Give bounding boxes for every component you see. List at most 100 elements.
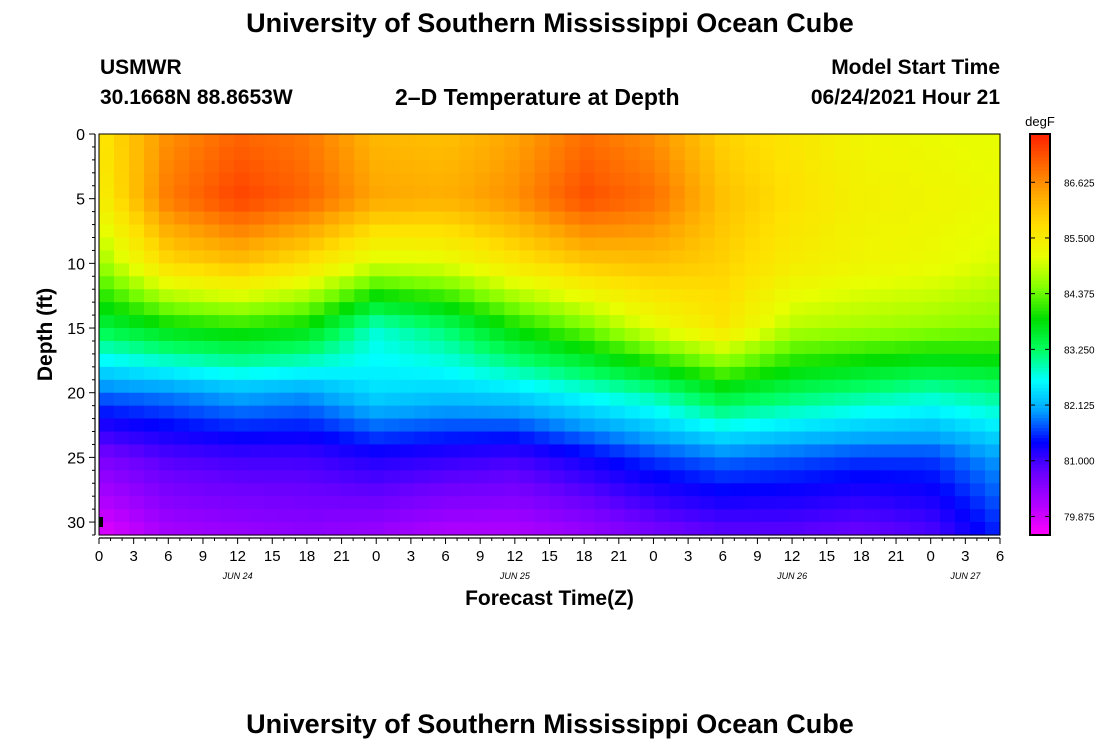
heatmap-cell [249,211,265,226]
heatmap-cell [759,405,776,420]
heatmap-cell [414,146,430,161]
heatmap-cell [894,444,911,458]
heatmap-cell [459,250,476,264]
heatmap-cell [294,522,310,536]
heatmap-cell [489,302,506,316]
heatmap-cell [714,276,731,290]
heatmap-cell [639,185,656,200]
heatmap-cell [474,172,491,187]
heatmap-cell [609,289,626,303]
heatmap-cell [819,211,836,226]
heatmap-cell [219,444,235,458]
heatmap-cell [969,353,986,368]
heatmap-cell [624,405,641,420]
heatmap-cell [849,366,866,381]
heatmap-cell [954,250,971,264]
heatmap-cell [834,509,851,523]
heatmap-cell [774,146,791,161]
heatmap-cell [984,431,1001,446]
heatmap-cell [699,185,716,200]
heatmap-cell [909,405,926,420]
heatmap-cell [729,146,746,161]
heatmap-cell [699,159,716,174]
heatmap-cell [669,146,686,161]
heatmap-cell [834,159,851,174]
heatmap-cell [309,315,325,329]
heatmap-cell [714,444,731,458]
heatmap-cell [204,159,220,174]
heatmap-cell [939,366,956,381]
heatmap-cell [609,302,626,316]
heatmap-cell [294,444,310,458]
heatmap-cell [564,328,581,342]
heatmap-cell [564,250,581,264]
heatmap-cell [414,405,430,420]
heatmap-cell [129,366,145,381]
heatmap-cell [129,353,145,368]
colorbar-segment [1030,508,1050,513]
heatmap-cell [669,159,686,174]
heatmap-cell [684,353,701,368]
heatmap-cell [744,444,761,458]
heatmap-cell [594,289,611,303]
heatmap-cell [474,276,491,290]
colorbar-segment [1030,337,1050,342]
heatmap-cell [984,185,1001,200]
heatmap-cell [384,457,400,471]
heatmap-cell [159,276,175,290]
colorbar-segment [1030,174,1050,179]
heatmap-cell [969,470,986,484]
heatmap-cell [939,392,956,407]
heatmap-cell [714,496,731,510]
heatmap-cell [534,263,551,277]
heatmap-cell [879,483,896,497]
heatmap-cell [789,496,806,510]
heatmap-cell [669,405,686,420]
heatmap-cell [519,276,536,290]
heatmap-cell [234,146,250,161]
colorbar-segment [1030,461,1050,466]
colorbar-segment [1030,521,1050,526]
heatmap-cell [594,237,611,252]
heatmap-cell [684,224,701,239]
heatmap-cell [684,263,701,277]
heatmap-cell [204,172,220,187]
heatmap-cell [459,522,476,536]
colorbar-label: 84.375 [1064,290,1095,301]
heatmap-cell [219,289,235,303]
heatmap-cell [729,250,746,264]
heatmap-cell [789,198,806,213]
heatmap-cell [954,470,971,484]
heatmap-cell [504,289,521,303]
heatmap-cell [789,289,806,303]
colorbar-segment [1030,147,1050,152]
heatmap-cell [924,250,941,264]
heatmap-cell [294,405,310,420]
heatmap-cell [924,340,941,355]
heatmap-cell [459,509,476,523]
heatmap-cell [219,496,235,510]
heatmap-cell [339,431,355,446]
heatmap-cell [459,431,476,446]
colorbar-segment [1030,187,1050,192]
heatmap-cell [579,405,596,420]
heatmap-cell [99,353,115,368]
heatmap-cell [144,263,160,277]
heatmap-cell [849,496,866,510]
heatmap-cell [969,172,986,187]
heatmap-cell [744,457,761,471]
heatmap-cell [864,211,881,226]
heatmap-cell [324,172,340,187]
heatmap-cell [204,470,220,484]
heatmap-cell [654,159,671,174]
heatmap-cell [99,366,115,381]
heatmap-cell [399,379,415,394]
heatmap-cell [99,328,115,342]
heatmap-cell [564,289,581,303]
heatmap-cell [324,392,340,407]
heatmap-cell [399,250,415,264]
heatmap-cell [834,522,851,536]
heatmap-cell [204,302,220,316]
colorbar-segment [1030,404,1050,409]
heatmap-cell [354,289,370,303]
